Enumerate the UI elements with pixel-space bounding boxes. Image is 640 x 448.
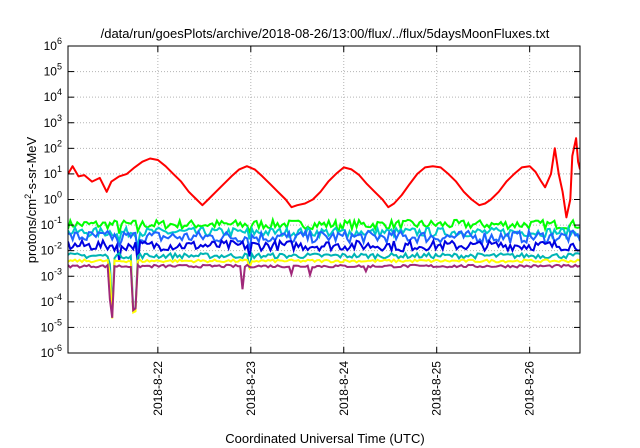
x-tick-label: 2018-8-23 bbox=[244, 361, 258, 416]
series-line bbox=[68, 137, 580, 219]
grid bbox=[68, 46, 580, 353]
x-tick-label: 2018-8-24 bbox=[337, 361, 351, 416]
series-line bbox=[68, 262, 580, 318]
x-tick-label: 2018-8-22 bbox=[151, 361, 165, 416]
y-tick-label: 105 bbox=[44, 62, 62, 79]
y-tick-label: 101 bbox=[44, 164, 62, 181]
series-line bbox=[68, 251, 580, 310]
series-group bbox=[68, 137, 580, 319]
y-axis-label-post: -s-sr-MeV bbox=[24, 136, 39, 193]
y-tick-label: 10-6 bbox=[41, 343, 62, 360]
y-tick-label: 103 bbox=[44, 113, 62, 130]
x-tick-label: 2018-8-25 bbox=[430, 361, 444, 416]
y-axis-label-sup: 2 bbox=[23, 194, 33, 199]
y-tick-label: 10-3 bbox=[41, 266, 62, 283]
series-line bbox=[68, 237, 580, 264]
y-tick-label: 10-4 bbox=[41, 292, 62, 309]
chart-title: /data/run/goesPlots/archive/2018-08-26/1… bbox=[101, 26, 550, 41]
axis-ticks: 10-6 10-5 10-4 10-3 10-2 10-1 100 101 102 103 104 1… bbox=[41, 36, 580, 416]
x-tick-label: 2018-8-26 bbox=[523, 361, 537, 416]
y-tick-label: 10-1 bbox=[41, 215, 62, 232]
y-tick-label: 10-5 bbox=[41, 317, 62, 334]
y-tick-label: 104 bbox=[44, 87, 62, 104]
y-axis-label: protons/cm2-s-sr-MeV bbox=[23, 136, 39, 263]
x-axis-label: Coordinated Universal Time (UTC) bbox=[225, 431, 424, 446]
y-tick-label: 10-2 bbox=[41, 241, 62, 258]
y-axis-label-pre: protons/cm bbox=[24, 199, 39, 263]
series-line bbox=[68, 216, 580, 235]
series-line bbox=[68, 227, 580, 256]
y-tick-label: 102 bbox=[44, 138, 62, 155]
series-line bbox=[68, 258, 580, 319]
series-line bbox=[68, 224, 580, 248]
y-tick-label: 100 bbox=[44, 190, 62, 207]
y-tick-label: 106 bbox=[44, 36, 62, 53]
